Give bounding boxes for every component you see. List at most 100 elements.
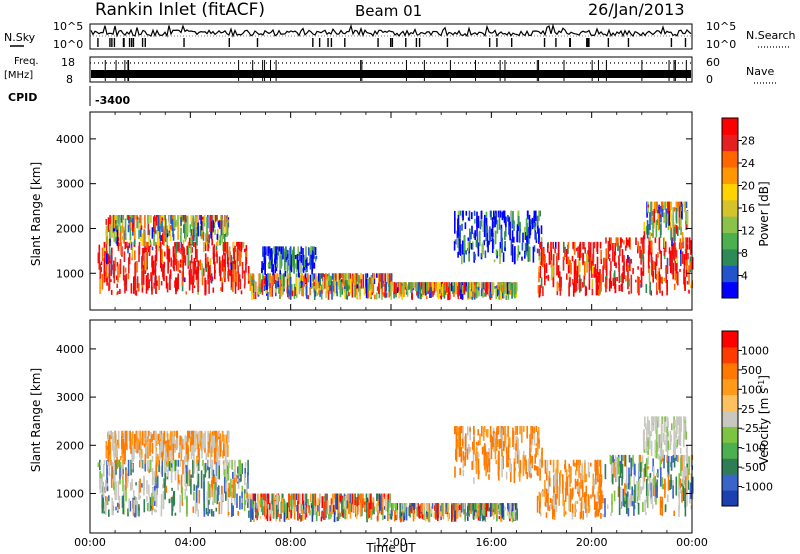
echo-cell	[459, 426, 461, 442]
echo-cell	[569, 467, 571, 488]
echo-cell	[226, 459, 229, 466]
echo-cell	[644, 423, 647, 430]
echo-cell	[469, 503, 471, 511]
echo-cell	[465, 436, 468, 453]
echo-cell	[373, 509, 375, 515]
echo-cell	[165, 459, 167, 466]
echo-cell	[647, 204, 650, 208]
echo-cell	[659, 214, 661, 219]
echo-cell	[520, 436, 523, 443]
echo-cell	[276, 504, 278, 520]
echo-cell	[667, 201, 669, 214]
echo-cell	[240, 290, 243, 295]
echo-cell	[290, 257, 293, 273]
echo-cell	[329, 513, 332, 519]
echo-cell	[476, 217, 478, 237]
echo-cell	[605, 248, 608, 260]
echo-cell	[129, 482, 132, 491]
freq-solid-trace	[91, 70, 691, 78]
echo-cell	[341, 273, 343, 278]
echo-cell	[268, 246, 270, 254]
echo-cell	[340, 493, 342, 504]
nsearch-label: N.Search	[746, 29, 796, 42]
echo-cell	[267, 246, 269, 257]
echo-cell	[173, 459, 176, 472]
echo-cell	[477, 429, 479, 436]
echo-cell	[188, 269, 191, 276]
echo-cell	[473, 290, 476, 300]
echo-cell	[625, 493, 628, 514]
echo-cell	[539, 458, 541, 475]
echo-cell	[556, 287, 559, 296]
echo-cell	[460, 289, 462, 299]
echo-cell	[376, 273, 378, 278]
echo-cell	[196, 215, 198, 223]
echo-cell	[497, 282, 499, 290]
echo-cell	[244, 473, 246, 486]
echo-cell	[459, 438, 462, 452]
echo-cell	[405, 503, 408, 511]
echo-cell	[647, 476, 649, 481]
echo-cell	[499, 248, 502, 258]
echo-cell	[432, 282, 434, 289]
echo-cell	[600, 512, 602, 519]
echo-cell	[537, 426, 540, 440]
echo-cell	[305, 493, 307, 504]
echo-cell	[346, 506, 348, 520]
echo-cell	[241, 463, 243, 474]
echo-cell	[633, 463, 636, 476]
echo-cell	[218, 501, 221, 515]
echo-cell	[261, 268, 263, 274]
colorbar-tick-label: 12	[741, 225, 755, 238]
echo-cell	[457, 218, 459, 233]
echo-cell	[565, 469, 568, 483]
echo-cell	[677, 436, 680, 445]
echo-cell	[586, 253, 588, 273]
echo-cell	[204, 242, 207, 251]
echo-cell	[403, 516, 406, 521]
echo-cell	[499, 426, 501, 434]
echo-cell	[563, 500, 566, 517]
echo-cell	[252, 493, 254, 507]
echo-cell	[101, 477, 103, 494]
echo-cell	[122, 469, 124, 475]
echo-cell	[278, 284, 280, 294]
echo-cell	[299, 513, 301, 520]
echo-cell	[535, 210, 537, 222]
echo-cell	[468, 242, 471, 249]
echo-cell	[635, 279, 637, 283]
echo-cell	[498, 451, 500, 469]
echo-cell	[638, 277, 640, 296]
echo-cell	[141, 270, 143, 285]
echo-cell	[288, 247, 291, 265]
echo-cell	[514, 451, 517, 464]
echo-cell	[166, 433, 169, 442]
echo-cell	[679, 238, 682, 250]
echo-cell	[310, 493, 312, 503]
echo-cell	[189, 224, 192, 233]
echo-cell	[368, 502, 371, 518]
echo-cell	[648, 423, 651, 445]
echo-cell	[290, 254, 292, 265]
echo-cell	[583, 242, 585, 250]
echo-cell	[439, 282, 441, 296]
echo-cell	[475, 455, 478, 474]
colorbar-tick-label: -100	[741, 442, 766, 455]
echo-cell	[343, 493, 346, 501]
echo-cell	[533, 210, 536, 216]
echo-cell	[446, 282, 448, 293]
echo-cell	[413, 503, 415, 510]
echo-cell	[489, 291, 492, 298]
echo-cell	[646, 446, 649, 451]
echo-cell	[577, 486, 579, 492]
echo-cell	[557, 265, 560, 278]
echo-cell	[579, 262, 581, 272]
echo-cell	[616, 458, 618, 465]
echo-cell	[208, 448, 211, 454]
time-xlabel: Time UT	[365, 541, 416, 554]
echo-cell	[138, 223, 141, 230]
echo-cell	[663, 416, 666, 432]
echo-cell	[608, 254, 611, 258]
echo-cell	[344, 496, 347, 510]
echo-cell	[593, 478, 596, 490]
